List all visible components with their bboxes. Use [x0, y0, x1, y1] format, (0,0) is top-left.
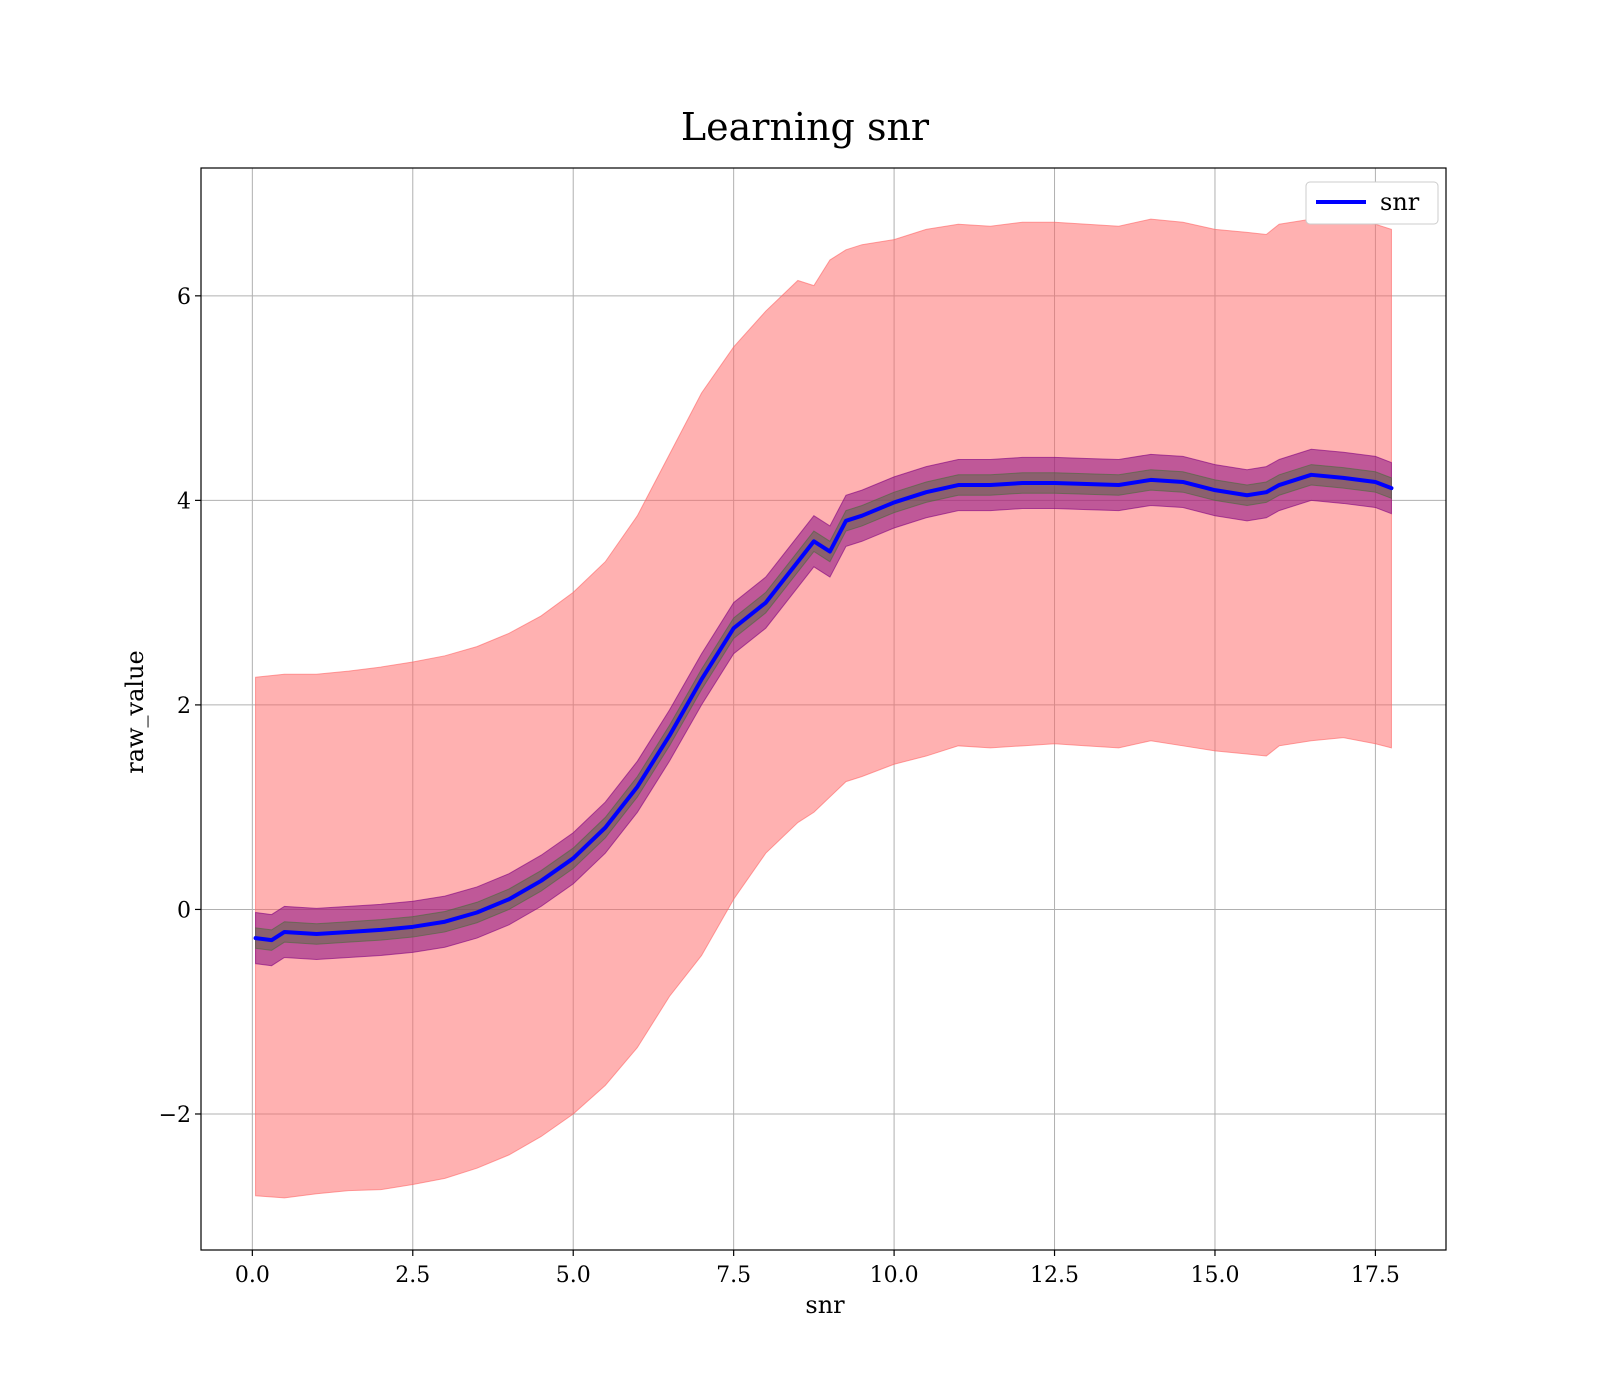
x-tick-label: 15.0 — [1190, 1263, 1239, 1288]
confidence-band — [255, 464, 1392, 951]
x-tick-label: 2.5 — [395, 1263, 430, 1288]
x-tick-label: 10.0 — [870, 1263, 919, 1288]
x-axis-label: snr — [805, 1291, 845, 1319]
legend: snr — [1305, 181, 1439, 225]
ticks: 0.0 2.5 5.0 7.5 10.0 12.5 15.0 17.5 −2 0 2 4 6 — [159, 285, 1400, 1288]
x-tick-label: 17.5 — [1351, 1263, 1400, 1288]
x-tick-label: 5.0 — [556, 1263, 591, 1288]
y-tick-label: 6 — [177, 285, 191, 310]
x-tick-label: 7.5 — [716, 1263, 751, 1288]
chart-title: Learning snr — [681, 105, 930, 149]
series-lines — [253, 472, 1394, 943]
y-tick-label: 0 — [177, 898, 191, 923]
series-line — [253, 472, 1394, 943]
y-tick-label: 4 — [177, 489, 191, 514]
x-tick-label: 12.5 — [1030, 1263, 1079, 1288]
confidence-bands — [255, 218, 1392, 1199]
y-tick-label: −2 — [159, 1103, 191, 1128]
legend-box — [1305, 181, 1439, 225]
y-axis-label: raw_value — [121, 650, 149, 774]
axes-frame — [200, 167, 1447, 1251]
y-tick-label: 2 — [177, 694, 191, 719]
x-tick-label: 0.0 — [235, 1263, 270, 1288]
confidence-band — [255, 448, 1392, 967]
confidence-band — [255, 218, 1392, 1199]
legend-label: snr — [1380, 188, 1420, 216]
